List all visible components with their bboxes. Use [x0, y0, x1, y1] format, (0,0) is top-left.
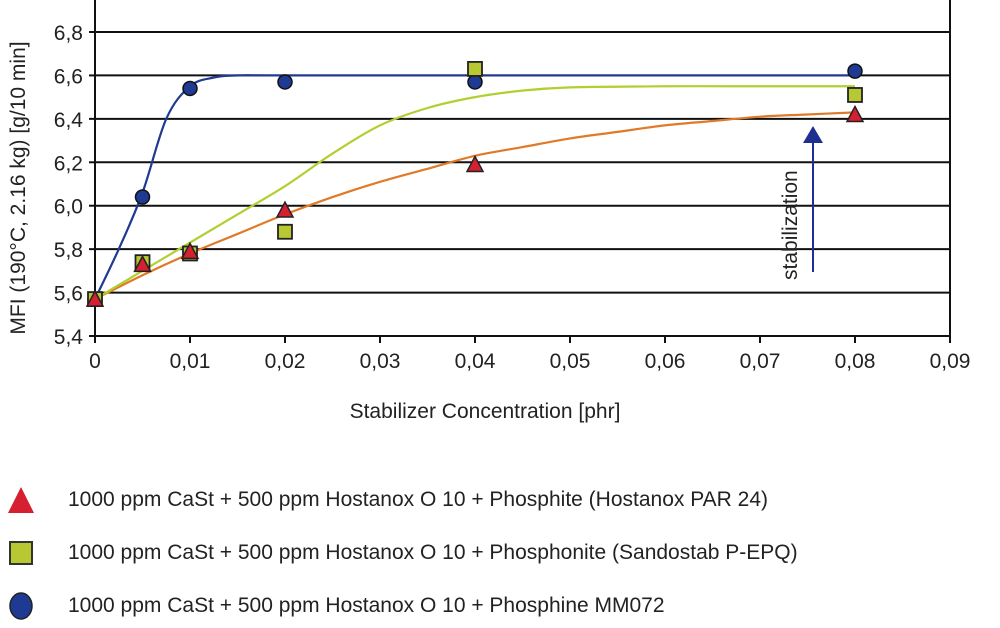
x-tick-label: 0,03 [360, 350, 401, 373]
y-tick-label: 6,2 [54, 152, 83, 175]
circle-marker-icon [9, 592, 33, 620]
fit-line-square [94, 85, 855, 301]
y-tick-label: 5,6 [54, 283, 83, 306]
x-tick-label: 0 [89, 350, 101, 373]
data-point-circle [467, 74, 483, 90]
y-tick-label: 6,8 [54, 22, 83, 45]
y-tick-label: 6,6 [54, 65, 83, 88]
grid-lines [95, 31, 950, 337]
x-tick-label: 0,05 [550, 350, 591, 373]
data-points [85, 61, 865, 307]
arrow-head-icon [803, 126, 823, 143]
y-tick-label: 5,4 [54, 326, 84, 349]
data-point-circle [134, 189, 151, 205]
x-tick-label: 0,07 [740, 350, 781, 373]
data-point-square [277, 223, 293, 240]
data-point-triangle [275, 200, 295, 218]
chart: 0 0,01 0,02 0,03 0,04 0,05 0,06 0,07 0,08 0,09 5,… [7, 0, 970, 423]
data-point-square [847, 87, 863, 103]
x-tick-label: 0,06 [645, 350, 686, 373]
data-point-triangle [845, 104, 865, 123]
data-point-triangle [133, 254, 152, 273]
data-point-circle [182, 80, 198, 97]
fit-line-circle [94, 74, 855, 300]
x-tick-labels: 0 0,01 0,02 0,03 0,04 0,05 0,06 0,07 0,08 0,09 [89, 350, 970, 373]
data-point-triangle [465, 154, 485, 173]
stabilization-label: stabilization [779, 170, 802, 280]
y-tick-label: 6,0 [54, 196, 83, 219]
x-tick-label: 0,02 [265, 350, 306, 373]
axes [89, 0, 951, 343]
data-point-square [467, 61, 483, 77]
y-tick-labels: 5,4 5,6 5,8 6,0 6,2 6,4 6,6 6,8 [54, 22, 84, 349]
x-tick-label: 0,09 [930, 350, 971, 373]
data-point-triangle [85, 289, 105, 307]
x-tick-label: 0,08 [835, 350, 876, 373]
y-axis-title: MFI (190°C, 2.16 kg) [g/10 min] [7, 41, 30, 334]
legend-label: 1000 ppm CaSt + 500 ppm Hostanox O 10 + … [68, 488, 769, 511]
data-point-circle [277, 74, 293, 90]
y-tick-label: 6,4 [54, 109, 84, 132]
x-tick-label: 0,04 [455, 350, 496, 373]
legend-label: 1000 ppm CaSt + 500 ppm Hostanox O 10 + … [68, 594, 665, 617]
square-marker-icon [9, 541, 33, 565]
x-axis-title: Stabilizer Concentration [phr] [350, 400, 621, 423]
stabilization-annotation: stabilization [779, 126, 823, 280]
fit-lines [94, 74, 856, 301]
data-point-circle [847, 63, 863, 79]
triangle-marker-icon [8, 487, 34, 513]
data-point-triangle [180, 241, 200, 260]
x-tick-label: 0,01 [170, 350, 211, 373]
y-tick-label: 5,8 [54, 239, 83, 262]
legend-label: 1000 ppm CaSt + 500 ppm Hostanox O 10 + … [68, 541, 798, 564]
